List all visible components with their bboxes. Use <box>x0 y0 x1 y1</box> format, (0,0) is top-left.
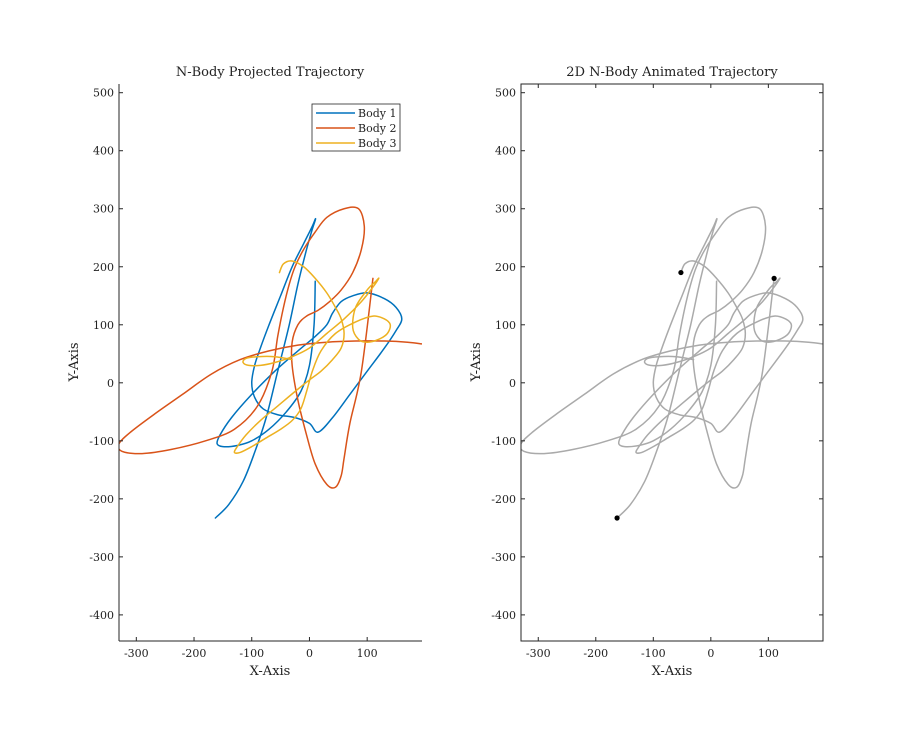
right-series-3-line <box>635 260 793 454</box>
left-y-tick-label: -100 <box>89 435 114 448</box>
left-y-tick-label: 100 <box>93 319 114 332</box>
right-series-layer <box>521 206 823 519</box>
legend: Body 1 Body 2 Body 3 <box>311 103 401 152</box>
right-tick-layer: -300 -200 -100 0 100 500 400 300 200 100 0 -100 -200… <box>491 84 823 660</box>
legend-label-body-1: Body 1 <box>358 107 396 120</box>
right-y-tick-label: -400 <box>491 609 516 622</box>
right-y-tick-label: 100 <box>495 319 516 332</box>
body-2-current-position-marker <box>771 275 777 281</box>
left-x-tick-label: -100 <box>239 647 264 660</box>
left-y-tick-label: -400 <box>89 609 114 622</box>
right-x-tick-label: 0 <box>707 647 714 660</box>
right-x-tick-label: -200 <box>583 647 608 660</box>
right-series-2-line <box>521 206 823 489</box>
right-chart-title: 2D N-Body Animated Trajectory <box>566 65 778 80</box>
right-x-tick-label: 100 <box>758 647 779 660</box>
left-y-tick-label: 300 <box>93 203 114 216</box>
left-x-tick-label: 100 <box>357 647 378 660</box>
left-series-3-line <box>233 260 392 454</box>
right-y-tick-label: -100 <box>491 435 516 448</box>
left-x-tick-label: 0 <box>306 647 313 660</box>
right-x-tick-label: -100 <box>641 647 666 660</box>
left-chart-title: N-Body Projected Trajectory <box>176 65 365 80</box>
left-y-tick-label: 500 <box>93 87 114 100</box>
right-y-tick-label: 400 <box>495 145 516 158</box>
right-x-tick-label: -300 <box>526 647 551 660</box>
right-y-tick-label: -300 <box>491 551 516 564</box>
right-plot: 2D N-Body Animated Trajectory X-Axis Y-A… <box>469 65 824 679</box>
left-x-tick-label: -300 <box>124 647 149 660</box>
left-x-tick-label: -200 <box>182 647 207 660</box>
legend-label-body-2: Body 2 <box>358 122 396 135</box>
right-y-tick-label: 500 <box>495 87 516 100</box>
right-x-axis-label: X-Axis <box>652 664 693 679</box>
right-y-tick-label: -200 <box>491 493 516 506</box>
right-marker-layer <box>614 269 777 521</box>
legend-label-body-3: Body 3 <box>358 137 396 150</box>
right-series-1-line <box>616 217 804 519</box>
body-3-current-position-marker <box>678 269 684 276</box>
left-plot: N-Body Projected Trajectory X-Axis Y-Axi… <box>67 65 422 679</box>
left-x-axis-label: X-Axis <box>250 664 291 679</box>
left-y-tick-label: 0 <box>107 377 114 390</box>
body-1-current-position-marker <box>614 515 620 521</box>
left-series-layer <box>119 206 422 519</box>
right-y-tick-label: 200 <box>495 261 516 274</box>
right-y-tick-label: 0 <box>509 377 516 390</box>
left-series-2-line <box>119 206 422 489</box>
left-y-tick-label: 400 <box>93 145 114 158</box>
left-y-tick-label: -200 <box>89 493 114 506</box>
right-y-axis-label: Y-Axis <box>469 342 484 382</box>
right-y-tick-label: 300 <box>495 203 516 216</box>
left-y-axis-label: Y-Axis <box>67 342 82 382</box>
left-y-tick-label: 200 <box>93 261 114 274</box>
left-series-1-line <box>214 217 403 519</box>
right-axes-box <box>520 83 824 642</box>
left-y-tick-label: -300 <box>89 551 114 564</box>
left-tick-layer: -300 -200 -100 0 100 500 400 300 200 100 0 -100 -200… <box>89 87 377 660</box>
